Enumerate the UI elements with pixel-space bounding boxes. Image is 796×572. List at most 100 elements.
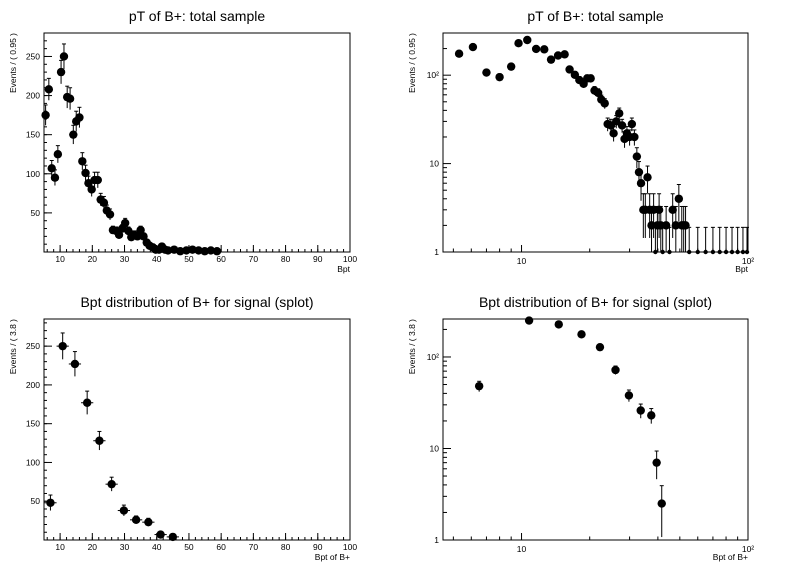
x-tick-label: 10: [55, 542, 65, 552]
data-point: [703, 226, 708, 255]
data-point: [105, 476, 118, 492]
marker: [586, 74, 595, 83]
marker: [560, 50, 569, 59]
y-tick-label: 10: [430, 159, 440, 169]
data-point: [130, 515, 143, 525]
marker: [723, 249, 729, 255]
data-point: [639, 193, 648, 238]
marker: [212, 247, 222, 256]
marker: [710, 249, 716, 255]
marker: [565, 65, 574, 74]
chart-panel-3: Bpt distribution of B+ for signal (splot…: [8, 294, 357, 562]
marker: [612, 117, 621, 126]
data-point: [695, 226, 700, 255]
data-point: [81, 164, 90, 181]
x-tick-label: 20: [88, 254, 98, 264]
marker: [139, 232, 148, 241]
y-tick-label: 200: [26, 380, 40, 390]
chart-panel-1: pT of B+: total sample Bpt Events / ( 0.95…: [8, 8, 357, 274]
marker: [78, 157, 87, 166]
plot-frame: [43, 318, 351, 541]
data-point: [630, 129, 639, 146]
x-axis-label: Bpt: [337, 264, 350, 274]
marker: [681, 221, 690, 230]
data-point: [531, 44, 541, 54]
y-tick-label: 250: [26, 51, 40, 61]
data-point: [59, 43, 69, 69]
data-point: [139, 232, 148, 241]
marker: [671, 221, 681, 230]
data-point: [668, 193, 677, 238]
y-axis-label: Events / ( 3.8 ): [407, 319, 417, 374]
data-point: [560, 50, 569, 59]
x-axis-label: Bpt: [735, 264, 748, 274]
data-point: [652, 450, 661, 480]
data-point: [206, 246, 216, 255]
data-point: [68, 351, 82, 377]
data-point: [142, 517, 155, 527]
marker: [524, 316, 534, 325]
marker: [50, 173, 60, 182]
marker: [553, 51, 563, 60]
y-tick-label: 1: [434, 535, 439, 545]
data-point: [554, 320, 563, 329]
x-tick-label: 70: [249, 542, 259, 552]
data-point: [553, 51, 563, 60]
marker: [674, 194, 684, 203]
data-point: [615, 107, 624, 120]
y-tick-label: 150: [26, 130, 40, 140]
data-point: [93, 171, 102, 188]
marker: [514, 39, 523, 48]
data-point: [105, 208, 115, 220]
data-point: [641, 193, 650, 238]
marker: [554, 320, 563, 329]
data-point: [717, 226, 722, 255]
data-point: [78, 152, 87, 170]
data-point: [632, 147, 642, 169]
chart-title: pT of B+: total sample: [527, 8, 664, 24]
marker: [695, 249, 700, 255]
x-tick-label: 80: [281, 254, 291, 264]
plot-frame: [43, 32, 351, 253]
marker: [65, 94, 75, 103]
marker: [531, 44, 541, 54]
data-point: [93, 430, 106, 451]
marker: [744, 249, 750, 255]
data-point: [41, 104, 50, 126]
data-point: [182, 246, 191, 255]
marker: [468, 42, 478, 52]
data-point: [546, 55, 556, 64]
marker: [615, 109, 624, 118]
plot-frame: [442, 32, 749, 253]
data-point: [482, 68, 491, 77]
chart-title: Bpt distribution of B+ for signal (splot…: [80, 294, 313, 310]
marker: [75, 113, 84, 122]
y-tick-label: 10: [430, 443, 440, 453]
x-tick-label: 40: [152, 542, 162, 552]
marker: [630, 132, 639, 142]
y-tick-label: 200: [26, 91, 40, 101]
marker: [653, 249, 658, 255]
y-tick-label: 250: [26, 341, 40, 351]
y-tick-label: 10²: [427, 352, 439, 362]
marker: [482, 68, 491, 77]
marker: [131, 515, 141, 525]
marker: [735, 249, 740, 255]
marker: [44, 85, 54, 94]
x-tick-label: 10: [55, 254, 65, 264]
marker: [729, 249, 735, 255]
x-axis-label: Bpt of B+: [713, 552, 748, 562]
data-point: [200, 247, 209, 256]
marker: [717, 249, 722, 255]
data-point: [723, 226, 729, 255]
data-point: [671, 205, 681, 252]
marker: [657, 499, 666, 508]
marker: [540, 45, 549, 54]
data-point: [506, 62, 516, 71]
data-point: [627, 117, 637, 132]
data-point: [81, 390, 94, 415]
data-point: [647, 408, 656, 424]
marker: [188, 245, 197, 254]
marker: [624, 391, 634, 400]
